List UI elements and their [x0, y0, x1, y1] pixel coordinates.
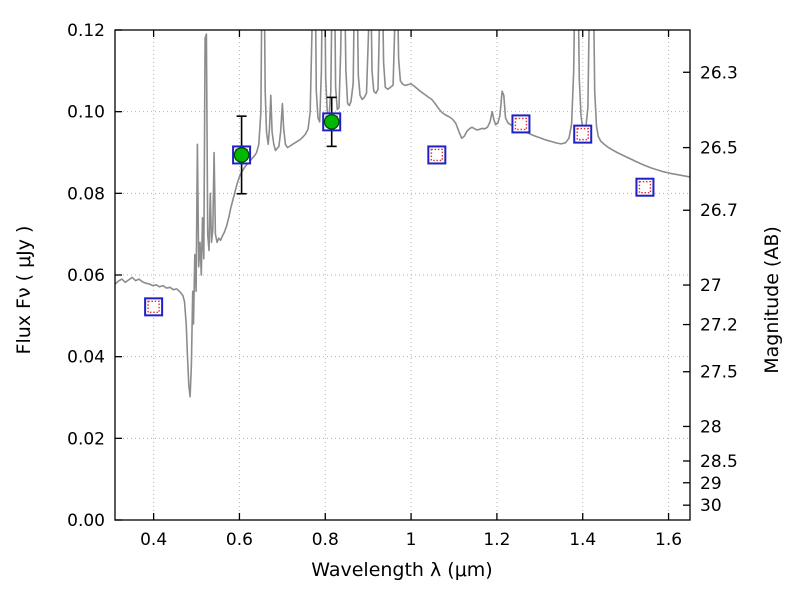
model-photometry-inner-square	[430, 148, 444, 162]
y-tick-label-left: 0.06	[67, 266, 105, 286]
tick-layer	[115, 29, 690, 521]
y-tick-label-left: 0.02	[67, 429, 105, 449]
model-spectrum-line	[115, 30, 690, 398]
marker-layer	[144, 96, 655, 317]
y-tick-label-right: 26.5	[700, 139, 738, 159]
x-tick-label: 1.6	[655, 530, 682, 550]
x-tick-label: 1.4	[569, 530, 596, 550]
y-tick-label-right: 27	[700, 276, 722, 296]
y-tick-label-right: 27.2	[700, 316, 738, 336]
x-tick-label: 0.8	[312, 530, 339, 550]
x-tick-label: 1	[406, 530, 417, 550]
model-photometry-inner-square	[576, 127, 589, 141]
y-tick-label-right: 28.5	[700, 452, 738, 472]
y-tick-label-left: 0.04	[67, 348, 105, 368]
y-tick-label-right: 28	[700, 417, 722, 437]
y-tick-label-right: 27.5	[700, 363, 738, 383]
y-tick-label-left: 0.10	[67, 103, 105, 123]
tick-label-layer: 0.4 0.6 0.8 1 1.2 1.4 1.6 0.00 0.02 0.04 0.06 0.08 0…	[67, 21, 738, 550]
x-axis-label: Wavelength λ (μm)	[311, 559, 492, 581]
model-photometry-square	[573, 124, 593, 144]
y-tick-label-right: 29	[700, 474, 722, 494]
y-axis-label-left: Flux Fν ( μJy )	[13, 226, 35, 355]
x-tick-label: 0.4	[140, 530, 167, 550]
model-photometry-inner-square	[147, 300, 160, 314]
y-tick-label-left: 0.00	[67, 511, 105, 531]
model-photometry-inner-square	[514, 117, 528, 131]
model-photometry-inner-square	[638, 181, 652, 194]
y-tick-label-right: 30	[700, 496, 722, 516]
model-photometry-square	[511, 114, 531, 134]
observed-photometry-circle	[233, 147, 250, 163]
x-tick-label: 0.6	[226, 530, 253, 550]
observed-photometry-circle	[323, 114, 340, 130]
model-photometry-square	[635, 177, 655, 197]
grid-layer	[115, 29, 690, 521]
y-tick-label-left: 0.08	[67, 184, 105, 204]
y-tick-label-left: 0.12	[67, 21, 105, 41]
y-tick-label-right: 26.3	[700, 63, 738, 83]
series-layer	[115, 30, 690, 398]
model-photometry-square	[427, 145, 447, 165]
x-tick-label: 1.2	[483, 530, 510, 550]
y-tick-label-right: 26.7	[700, 201, 738, 221]
model-photometry-square	[144, 297, 164, 317]
y-axis-label-right: Magnitude (AB)	[761, 226, 783, 374]
